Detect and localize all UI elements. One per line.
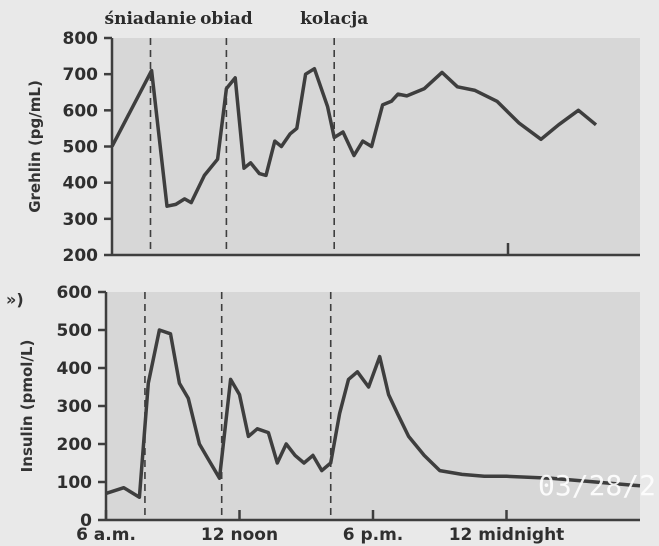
y-tick-label: 400	[63, 174, 99, 194]
y-tick-label: 500	[57, 321, 93, 341]
y-tick-label: 100	[57, 473, 93, 493]
insulin-y-axis-title: Insulin (pmol/L)	[18, 340, 36, 473]
y-tick-label: 200	[57, 435, 93, 455]
y-tick-label: 500	[63, 138, 99, 158]
x-tick-label: 6 p.m.	[343, 525, 404, 545]
ghrelin-y-axis-title: Grehlin (pg/mL)	[26, 80, 44, 213]
panel-marker: »)	[6, 290, 24, 309]
ghrelin-plot-area	[112, 38, 640, 255]
ghrelin-panel: 200 300 400 500 600 700 800 Grehlin (pg/mL)	[26, 29, 640, 266]
meal-label: obiad	[200, 9, 253, 29]
y-tick-label: 600	[63, 101, 99, 121]
meal-label: śniadanie	[105, 9, 197, 29]
y-tick-label: 300	[57, 397, 93, 417]
meal-label: kolacja	[300, 9, 368, 29]
y-tick-label: 0	[80, 511, 92, 531]
x-tick-label: 12 noon	[201, 525, 278, 545]
insulin-y-ticks: 0 100 200 300 400 500 600	[57, 283, 106, 531]
x-tick-label: 12 midnight	[449, 525, 565, 545]
ghrelin-series-line	[110, 66, 598, 208]
y-tick-label: 300	[63, 210, 99, 230]
insulin-plot-area	[106, 292, 640, 520]
y-tick-label: 700	[63, 65, 99, 85]
ghrelin-y-ticks: 200 300 400 500 600 700 800	[63, 29, 112, 266]
insulin-x-ticks: 6 a.m. 12 noon 6 p.m. 12 midnight	[76, 510, 564, 545]
date-stamp: 03/28/2	[538, 469, 656, 502]
y-tick-label: 400	[57, 359, 93, 379]
insulin-panel: 0 100 200 300 400 500 600 6 a.m. 12 noon 6 p.m. 1…	[18, 283, 641, 545]
insulin-series-line	[105, 328, 641, 499]
y-tick-label: 800	[63, 29, 99, 49]
meal-labels: śniadanie obiad kolacja	[105, 9, 369, 29]
x-tick-label: 6 a.m.	[76, 525, 136, 545]
y-tick-label: 200	[63, 246, 99, 266]
y-tick-label: 600	[57, 283, 93, 303]
